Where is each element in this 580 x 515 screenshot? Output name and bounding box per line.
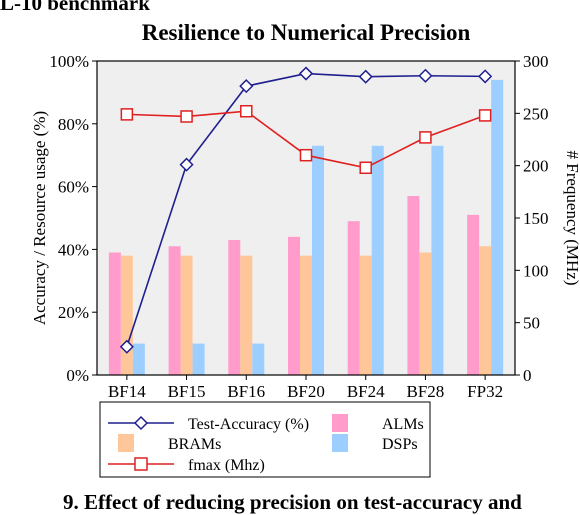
x-tick-label: BF14 <box>108 382 146 401</box>
bar-brams <box>240 255 253 375</box>
marker-fmax <box>359 161 372 175</box>
legend-label: DSPs <box>382 436 418 453</box>
y-tick-label: 0% <box>66 366 89 385</box>
marker-test-accuracy <box>179 157 194 172</box>
y-tick-label: 60% <box>58 178 89 197</box>
bar-brams <box>180 255 193 375</box>
bar-dsps <box>252 343 265 375</box>
y2-tick-label: 50 <box>523 314 540 333</box>
x-tick-label: BF28 <box>407 382 445 401</box>
y-tick-label: 80% <box>58 115 89 134</box>
bar-alms <box>288 236 300 375</box>
bar-dsps <box>431 145 444 375</box>
legend-label: ALMs <box>382 416 424 433</box>
legend-box <box>99 401 431 478</box>
marker-test-accuracy <box>358 69 373 84</box>
marker-fmax <box>478 109 492 122</box>
bar-brams <box>300 255 312 375</box>
bar-brams <box>120 255 133 375</box>
marker-fmax <box>299 148 313 162</box>
y-axis-label: Accuracy / Resource usage (%) <box>30 111 49 325</box>
legend-label: Test-Accuracy (%) <box>188 416 309 433</box>
bar-dsps <box>192 343 205 375</box>
y2-tick-label: 100 <box>523 261 549 280</box>
legend-swatch-bar <box>332 414 348 432</box>
y2-tick-label: 250 <box>523 104 549 123</box>
marker-fmax <box>180 110 193 123</box>
legend-label: fmax (Mhz) <box>188 457 265 474</box>
y2-tick-label: 300 <box>523 52 549 71</box>
marker-test-accuracy <box>298 66 314 81</box>
marker-test-accuracy <box>478 69 493 84</box>
y-tick-label: 40% <box>58 240 89 259</box>
bar-alms <box>228 239 241 375</box>
legend-marker-square <box>134 457 148 471</box>
x-tick-label: BF16 <box>227 382 265 401</box>
bar-dsps <box>312 145 324 375</box>
marker-fmax <box>419 131 432 144</box>
x-tick-label: BF24 <box>347 382 385 401</box>
bar-alms <box>347 221 360 375</box>
x-tick-label: BF15 <box>168 382 206 401</box>
bar-brams <box>419 252 432 375</box>
y2-axis-label: # Frequency (MHz) <box>563 150 580 285</box>
bar-brams <box>359 255 372 375</box>
x-tick-label: FP32 <box>467 382 503 401</box>
bar-dsps <box>371 145 384 375</box>
marker-test-accuracy <box>119 339 134 354</box>
y-tick-label: 20% <box>58 303 89 322</box>
caption-fragment-top: L-10 benchmark <box>0 0 150 15</box>
y2-tick-label: 150 <box>523 209 549 228</box>
bar-alms <box>168 246 181 375</box>
bar-alms <box>108 252 121 375</box>
legend-label: BRAMs <box>168 436 221 453</box>
x-tick-label: BF20 <box>287 382 325 401</box>
marker-test-accuracy <box>418 68 433 83</box>
marker-test-accuracy <box>239 79 254 94</box>
chart-title: Resilience to Numerical Precision <box>142 20 471 45</box>
y2-tick-label: 200 <box>523 157 549 176</box>
y2-tick-label: 0 <box>523 366 532 385</box>
bar-dsps <box>491 79 504 375</box>
bar-brams <box>479 246 492 375</box>
legend-marker-diamond <box>133 415 149 431</box>
caption-fragment-bottom: 9. Effect of reducing precision on test-… <box>63 490 522 514</box>
marker-fmax <box>240 104 253 118</box>
y-tick-label: 100% <box>49 52 89 71</box>
bar-alms <box>407 196 420 375</box>
legend-swatch-bar <box>118 434 134 452</box>
legend-swatch-bar <box>332 434 348 452</box>
bar-alms <box>467 214 480 375</box>
bar-dsps <box>132 343 145 375</box>
marker-fmax <box>120 108 134 121</box>
